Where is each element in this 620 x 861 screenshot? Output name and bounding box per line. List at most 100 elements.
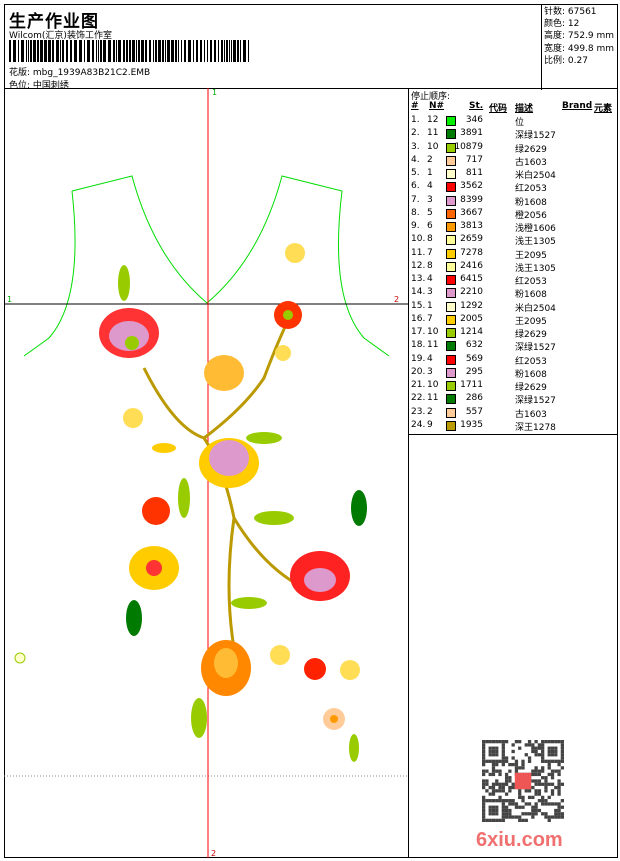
row-stitches: 3562	[460, 181, 483, 192]
row-description: 位	[515, 118, 525, 128]
table-row: 20. 3 295 粉1608	[409, 367, 618, 380]
row-stitches: 286	[465, 393, 483, 404]
barcode	[9, 40, 250, 62]
row-description: 橙2056	[515, 210, 547, 221]
row-index: 22.	[411, 393, 426, 404]
mark-left: 1	[7, 295, 12, 304]
barcode-bar	[79, 40, 82, 62]
mark-bottom: 2	[211, 849, 216, 858]
table-row: 22. 11 286 深绿1527	[409, 393, 618, 406]
row-stitches: 3891	[460, 128, 483, 139]
color-swatch	[446, 420, 456, 431]
row-index: 14.	[411, 287, 426, 298]
row-description: 王2095	[515, 316, 547, 327]
table-row: 21. 10 1711 绿2629	[409, 380, 618, 393]
row-index: 9.	[411, 221, 420, 231]
row-description: 深绿1527	[515, 343, 556, 354]
color-swatch	[446, 129, 456, 140]
barcode-bar	[116, 40, 117, 62]
barcode-bar	[44, 40, 47, 62]
row-description: 深绿1527	[515, 131, 556, 142]
qr-code	[482, 740, 564, 822]
row-stitches: 1935	[460, 419, 483, 430]
row-stitches: 569	[465, 353, 483, 364]
row-index: 5.	[411, 168, 420, 178]
color-stop-table: 停止顺序: # N# St. 代码 描述 Brand 元素 1. 12 346 …	[409, 88, 618, 435]
table-row: 5. 1 811 米白2504	[409, 168, 618, 181]
row-index: 6.	[411, 181, 420, 192]
row-index: 16.	[411, 313, 426, 324]
barcode-bar	[113, 40, 115, 62]
neckline-outline-left	[23, 190, 76, 357]
row-stitches: 8399	[460, 194, 483, 205]
barcode-bar	[231, 40, 232, 62]
color-swatch	[446, 275, 456, 285]
row-description: 浅王1305	[515, 237, 556, 248]
row-index: 7.	[411, 194, 420, 205]
table-row: 4. 2 717 古1603	[409, 155, 618, 168]
row-needle: 8	[427, 234, 433, 245]
embroidery-design: 1 1 2 2	[4, 88, 408, 858]
color-swatch	[446, 261, 456, 272]
row-needle: 4	[427, 353, 433, 364]
barcode-bar	[188, 40, 191, 62]
row-description: 红2053	[515, 356, 547, 367]
table-row: 15. 1 1292 米白2504	[409, 301, 618, 314]
color-swatch	[446, 195, 456, 206]
row-description: 粉1608	[515, 197, 547, 208]
barcode-bar	[224, 40, 225, 62]
row-description: 米白2504	[515, 171, 556, 181]
row-description: 深王1278	[515, 422, 556, 433]
table-row: 6. 4 3562 红2053	[409, 181, 618, 194]
row-stitches: 557	[465, 406, 483, 417]
row-stitches: 2659	[460, 234, 483, 245]
row-description: 浅橙1606	[515, 224, 556, 234]
barcode-bar	[153, 40, 154, 62]
page-title: 生产作业图	[9, 12, 99, 32]
row-description: 粉1608	[515, 290, 547, 301]
row-needle: 11	[427, 340, 439, 351]
barcode-bar	[200, 40, 202, 62]
row-needle: 1	[427, 300, 433, 311]
color-swatch	[446, 169, 456, 179]
barcode-bar	[233, 40, 236, 62]
color-swatch	[446, 328, 456, 338]
table-row: 24. 9 1935 深王1278	[409, 420, 618, 433]
barcode-bar	[207, 40, 208, 62]
table-row: 13. 4 6415 红2053	[409, 274, 618, 287]
barcode-bar	[237, 40, 239, 62]
barcode-bar	[103, 40, 106, 62]
col-index: #	[411, 101, 419, 111]
barcode-bar	[92, 40, 94, 62]
row-stitches: 2210	[460, 287, 483, 298]
row-needle: 10	[427, 327, 439, 337]
barcode-bar	[178, 40, 179, 62]
row-index: 11.	[411, 247, 426, 258]
barcode-bar	[196, 40, 198, 62]
row-index: 3.	[411, 141, 420, 152]
table-row: 18. 11 632 深绿1527	[409, 340, 618, 353]
row-index: 17.	[411, 327, 426, 337]
row-description: 红2053	[515, 184, 547, 195]
table-row: 23. 2 557 古1603	[409, 407, 618, 420]
table-row: 2. 11 3891 深绿1527	[409, 128, 618, 141]
row-needle: 6	[427, 221, 433, 231]
color-swatch	[446, 182, 456, 193]
color-swatch	[446, 235, 456, 246]
neckline-outline-right	[71, 175, 390, 357]
color-swatch	[446, 394, 456, 405]
row-stitches: 3667	[460, 207, 483, 218]
row-description: 粉1608	[515, 369, 547, 380]
barcode-bar	[33, 40, 36, 62]
barcode-bar	[214, 40, 216, 62]
barcode-bar	[52, 40, 54, 62]
row-needle: 4	[427, 181, 433, 192]
barcode-bar	[26, 40, 27, 62]
barcode-bar	[66, 40, 68, 62]
row-needle: 3	[427, 287, 433, 298]
row-index: 21.	[411, 380, 426, 390]
color-swatch	[446, 248, 456, 259]
row-stitches: 1292	[460, 300, 483, 311]
row-needle: 7	[427, 247, 433, 258]
color-swatch	[446, 222, 456, 232]
